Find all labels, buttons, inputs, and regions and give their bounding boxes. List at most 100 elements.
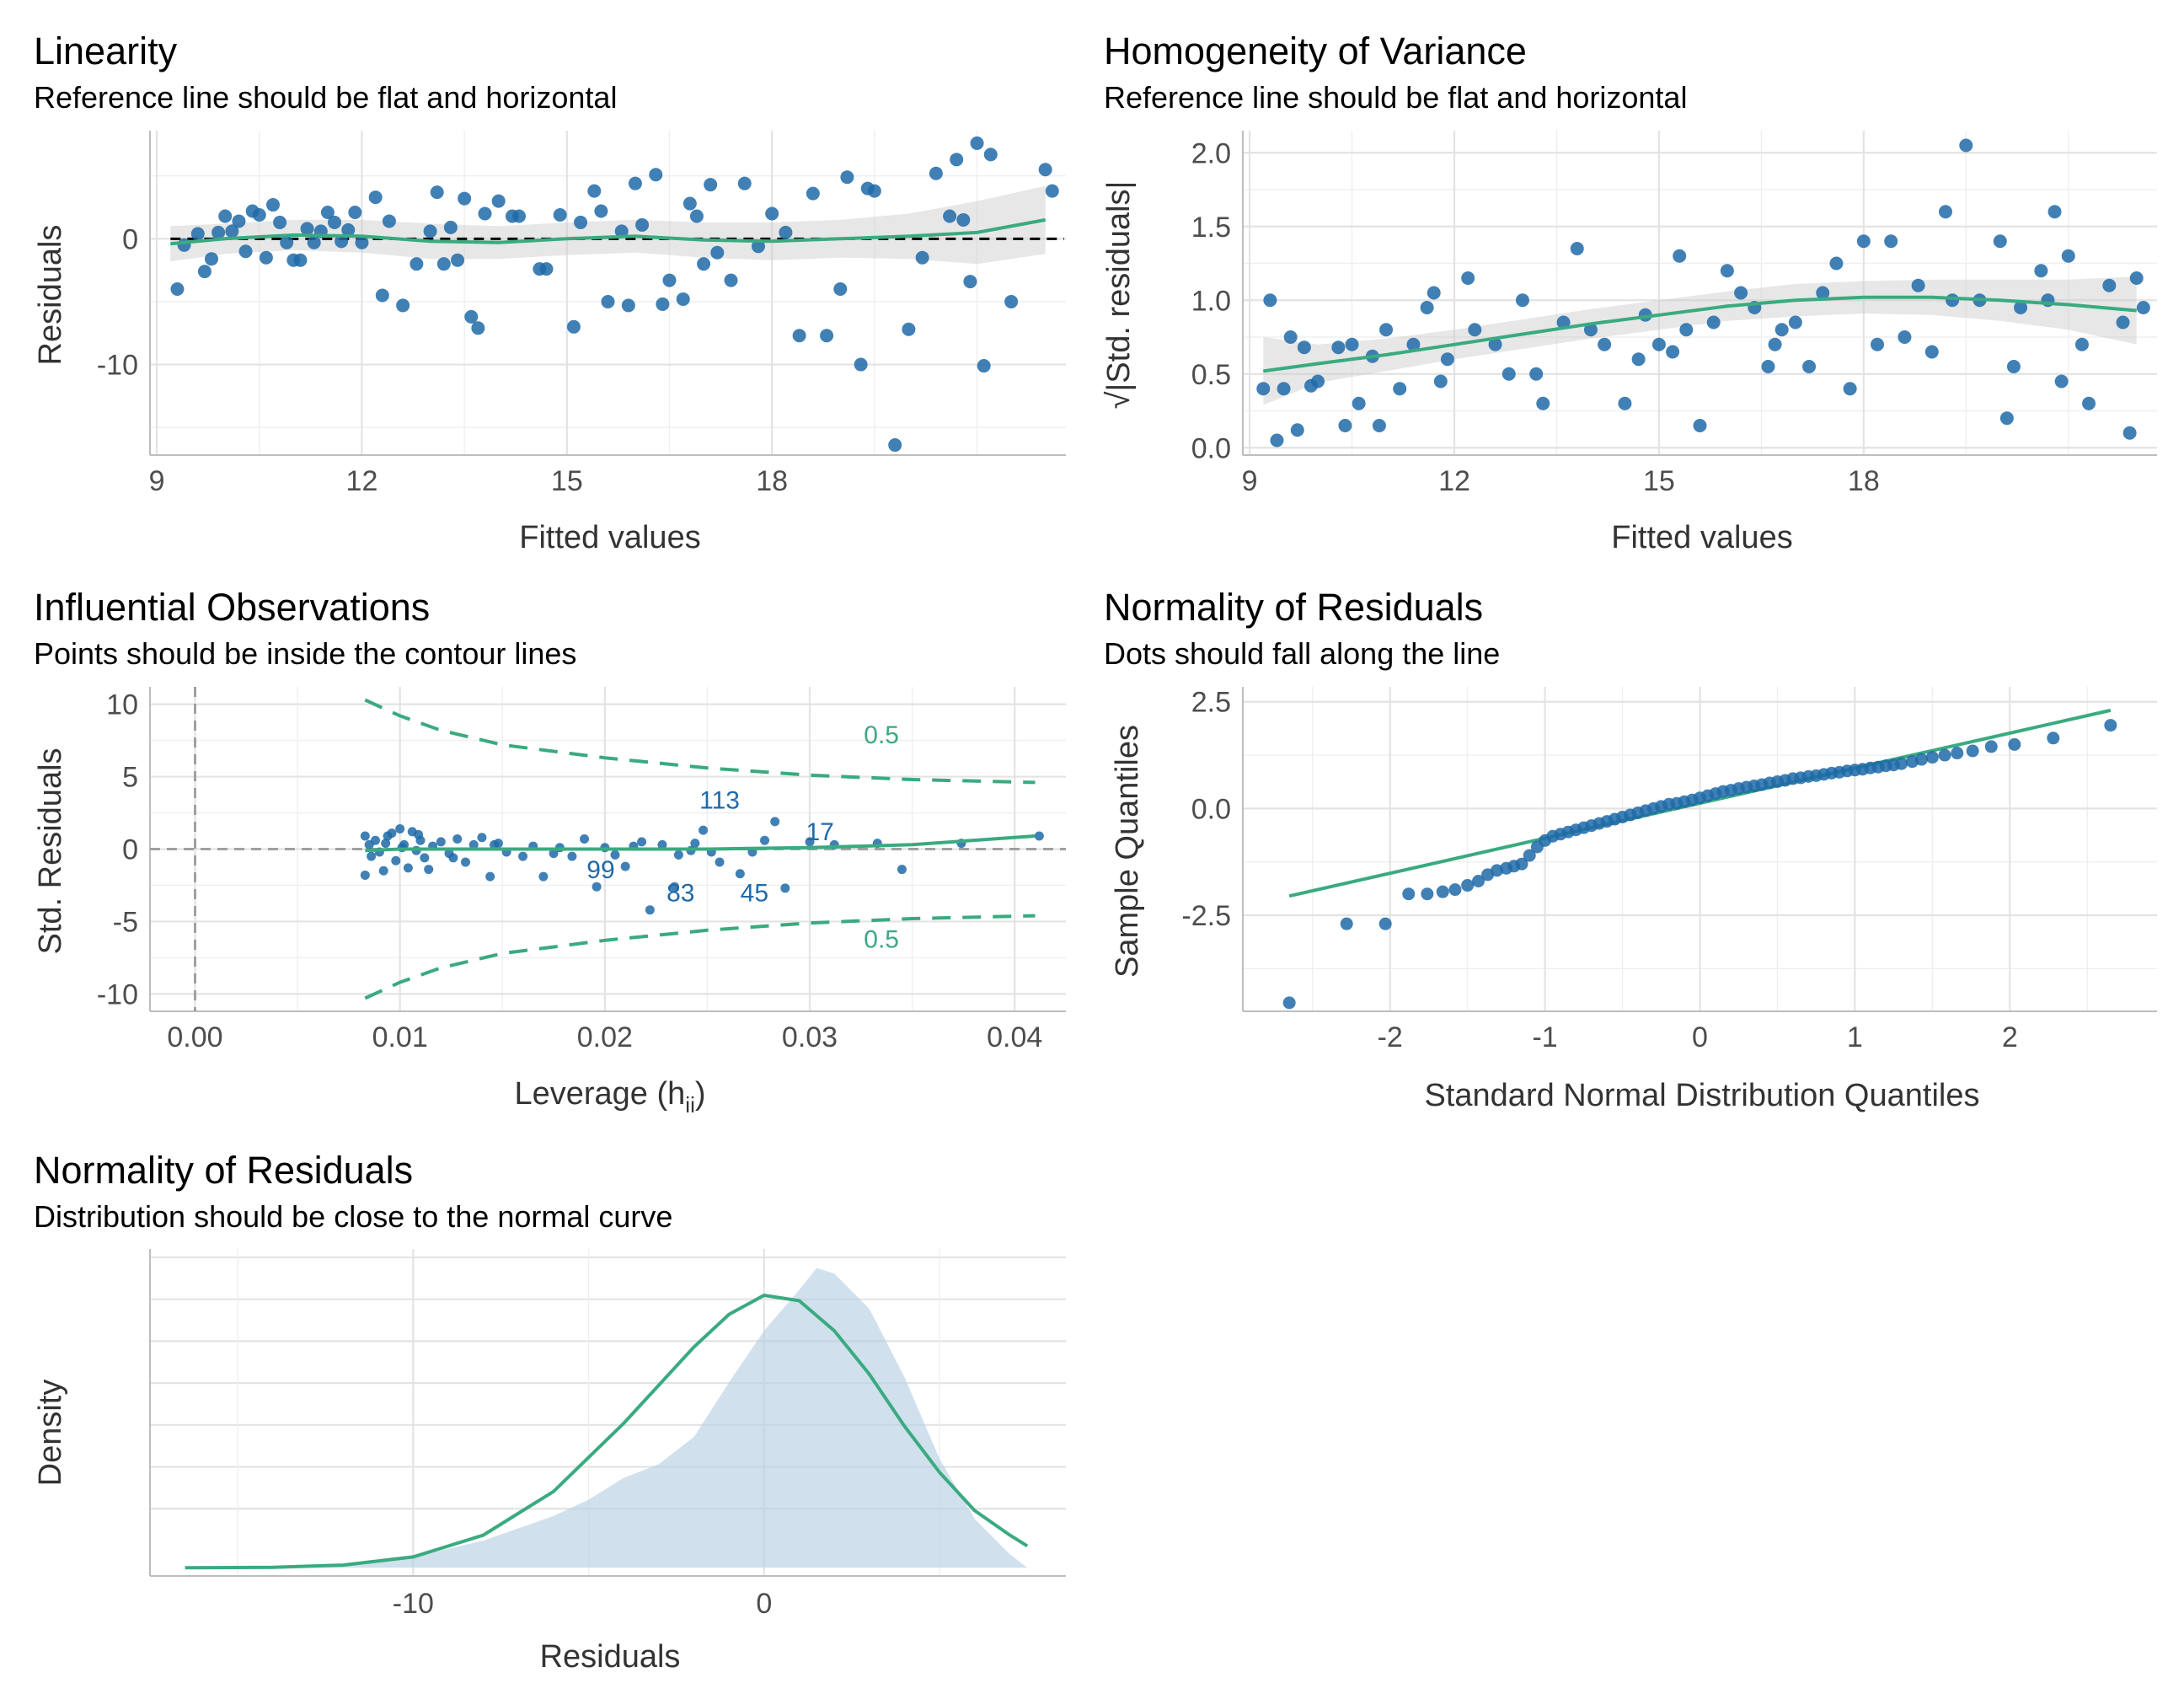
y-tick-label: -2.5 [1181, 900, 1231, 932]
data-point [293, 253, 308, 267]
data-point [266, 198, 281, 212]
data-point [1448, 883, 1462, 897]
data-point [539, 262, 554, 276]
data-point [628, 176, 642, 190]
y-axis-label: Density [33, 1380, 68, 1487]
x-tick-label: 12 [346, 465, 378, 497]
data-point [567, 851, 577, 861]
data-point [1924, 345, 1939, 359]
data-point [902, 322, 916, 336]
data-point [2006, 360, 2021, 373]
data-point [621, 298, 635, 313]
data-point [1938, 205, 1952, 219]
data-point [737, 176, 752, 190]
data-point [1045, 184, 1059, 198]
data-point [1802, 360, 1817, 373]
data-point [280, 235, 294, 249]
data-point [328, 215, 342, 229]
smooth-line [1263, 295, 2137, 373]
data-point [2129, 271, 2144, 285]
data-point [1679, 323, 1694, 337]
data-point [300, 222, 314, 236]
data-point [436, 837, 446, 847]
data-point [395, 823, 405, 833]
data-point [1461, 271, 1475, 285]
x-tick-label: 12 [1438, 465, 1470, 497]
data-point [690, 839, 700, 849]
data-point [1263, 293, 1277, 308]
data-point [368, 190, 383, 205]
data-point [601, 294, 615, 308]
influence-panel: Influential Observations Points should b… [33, 586, 1066, 1117]
data-point [888, 438, 902, 453]
data-point [538, 871, 549, 882]
data-point [765, 206, 779, 221]
x-axis-label: Residuals [540, 1639, 681, 1675]
data-point [915, 250, 929, 265]
data-point [1472, 874, 1485, 887]
y-tick-label: 2.5 [1191, 687, 1231, 719]
x-tick-label: -1 [1532, 1021, 1557, 1053]
data-point [1895, 757, 1908, 770]
data-point [205, 252, 219, 266]
influence-plot-area: 0.00 0.01 0.02 0.03 0.04 10 5 0 -5 -10 0.5 0.5 113 17… [97, 687, 1066, 1053]
panel-subtitle: Points should be inside the contour line… [34, 636, 576, 671]
sqrt-symbol: √ [1101, 391, 1137, 409]
confidence-ribbon [170, 185, 1046, 265]
data-point [375, 288, 389, 303]
data-point [929, 166, 943, 180]
data-point [620, 861, 630, 871]
data-point [335, 234, 349, 249]
x-tick-label: 0 [756, 1588, 772, 1620]
contour-label: 0.5 [864, 925, 899, 953]
data-point [424, 865, 434, 875]
data-point [443, 220, 458, 234]
data-point [1393, 382, 1407, 396]
x-tick-label: 1 [1847, 1021, 1863, 1053]
data-point [391, 855, 401, 866]
panel-subtitle: Distribution should be close to the norm… [34, 1199, 672, 1234]
data-point [211, 225, 226, 239]
data-point [170, 282, 185, 297]
data-point [1440, 352, 1454, 367]
contour-label: 0.5 [864, 721, 899, 749]
data-point [1693, 419, 1707, 432]
data-point [448, 853, 458, 863]
data-point [751, 239, 765, 254]
y-tick-label: -10 [97, 350, 138, 382]
data-point [697, 257, 711, 271]
data-point [805, 837, 815, 847]
point-label: 99 [586, 856, 614, 884]
data-point [1631, 352, 1646, 367]
x-tick-label: 0.02 [577, 1021, 633, 1053]
cook-contour-lower [364, 914, 1036, 1000]
data-point [760, 835, 770, 845]
data-point [387, 828, 397, 839]
data-point [190, 227, 205, 241]
data-point [1911, 278, 1925, 292]
data-point [1925, 751, 1939, 764]
data-point [2048, 205, 2062, 219]
data-point [1529, 367, 1544, 381]
homogeneity-plot-area: 9 12 15 18 0.0 0.5 1.0 1.5 2.0 [1191, 131, 2157, 497]
x-tick-label: -10 [393, 1588, 434, 1620]
y-tick-label: 0.0 [1191, 432, 1231, 464]
data-point [367, 851, 377, 861]
y-tick-label: -10 [97, 978, 138, 1010]
data-point [1406, 337, 1421, 351]
data-point [2104, 719, 2117, 732]
data-point [1468, 323, 1482, 337]
density-panel: Normality of Residuals Distribution shou… [33, 1149, 1066, 1675]
data-point [320, 205, 335, 219]
y-tick-label: 0 [122, 223, 138, 255]
point-label: 113 [699, 786, 740, 814]
x-tick-label: 18 [1848, 465, 1880, 497]
data-point [676, 292, 690, 306]
data-point [381, 839, 391, 849]
data-point [867, 184, 881, 198]
data-point [420, 853, 430, 863]
point-label: 17 [806, 818, 834, 846]
data-point [197, 265, 211, 279]
y-axis-label: Residuals [33, 225, 68, 366]
